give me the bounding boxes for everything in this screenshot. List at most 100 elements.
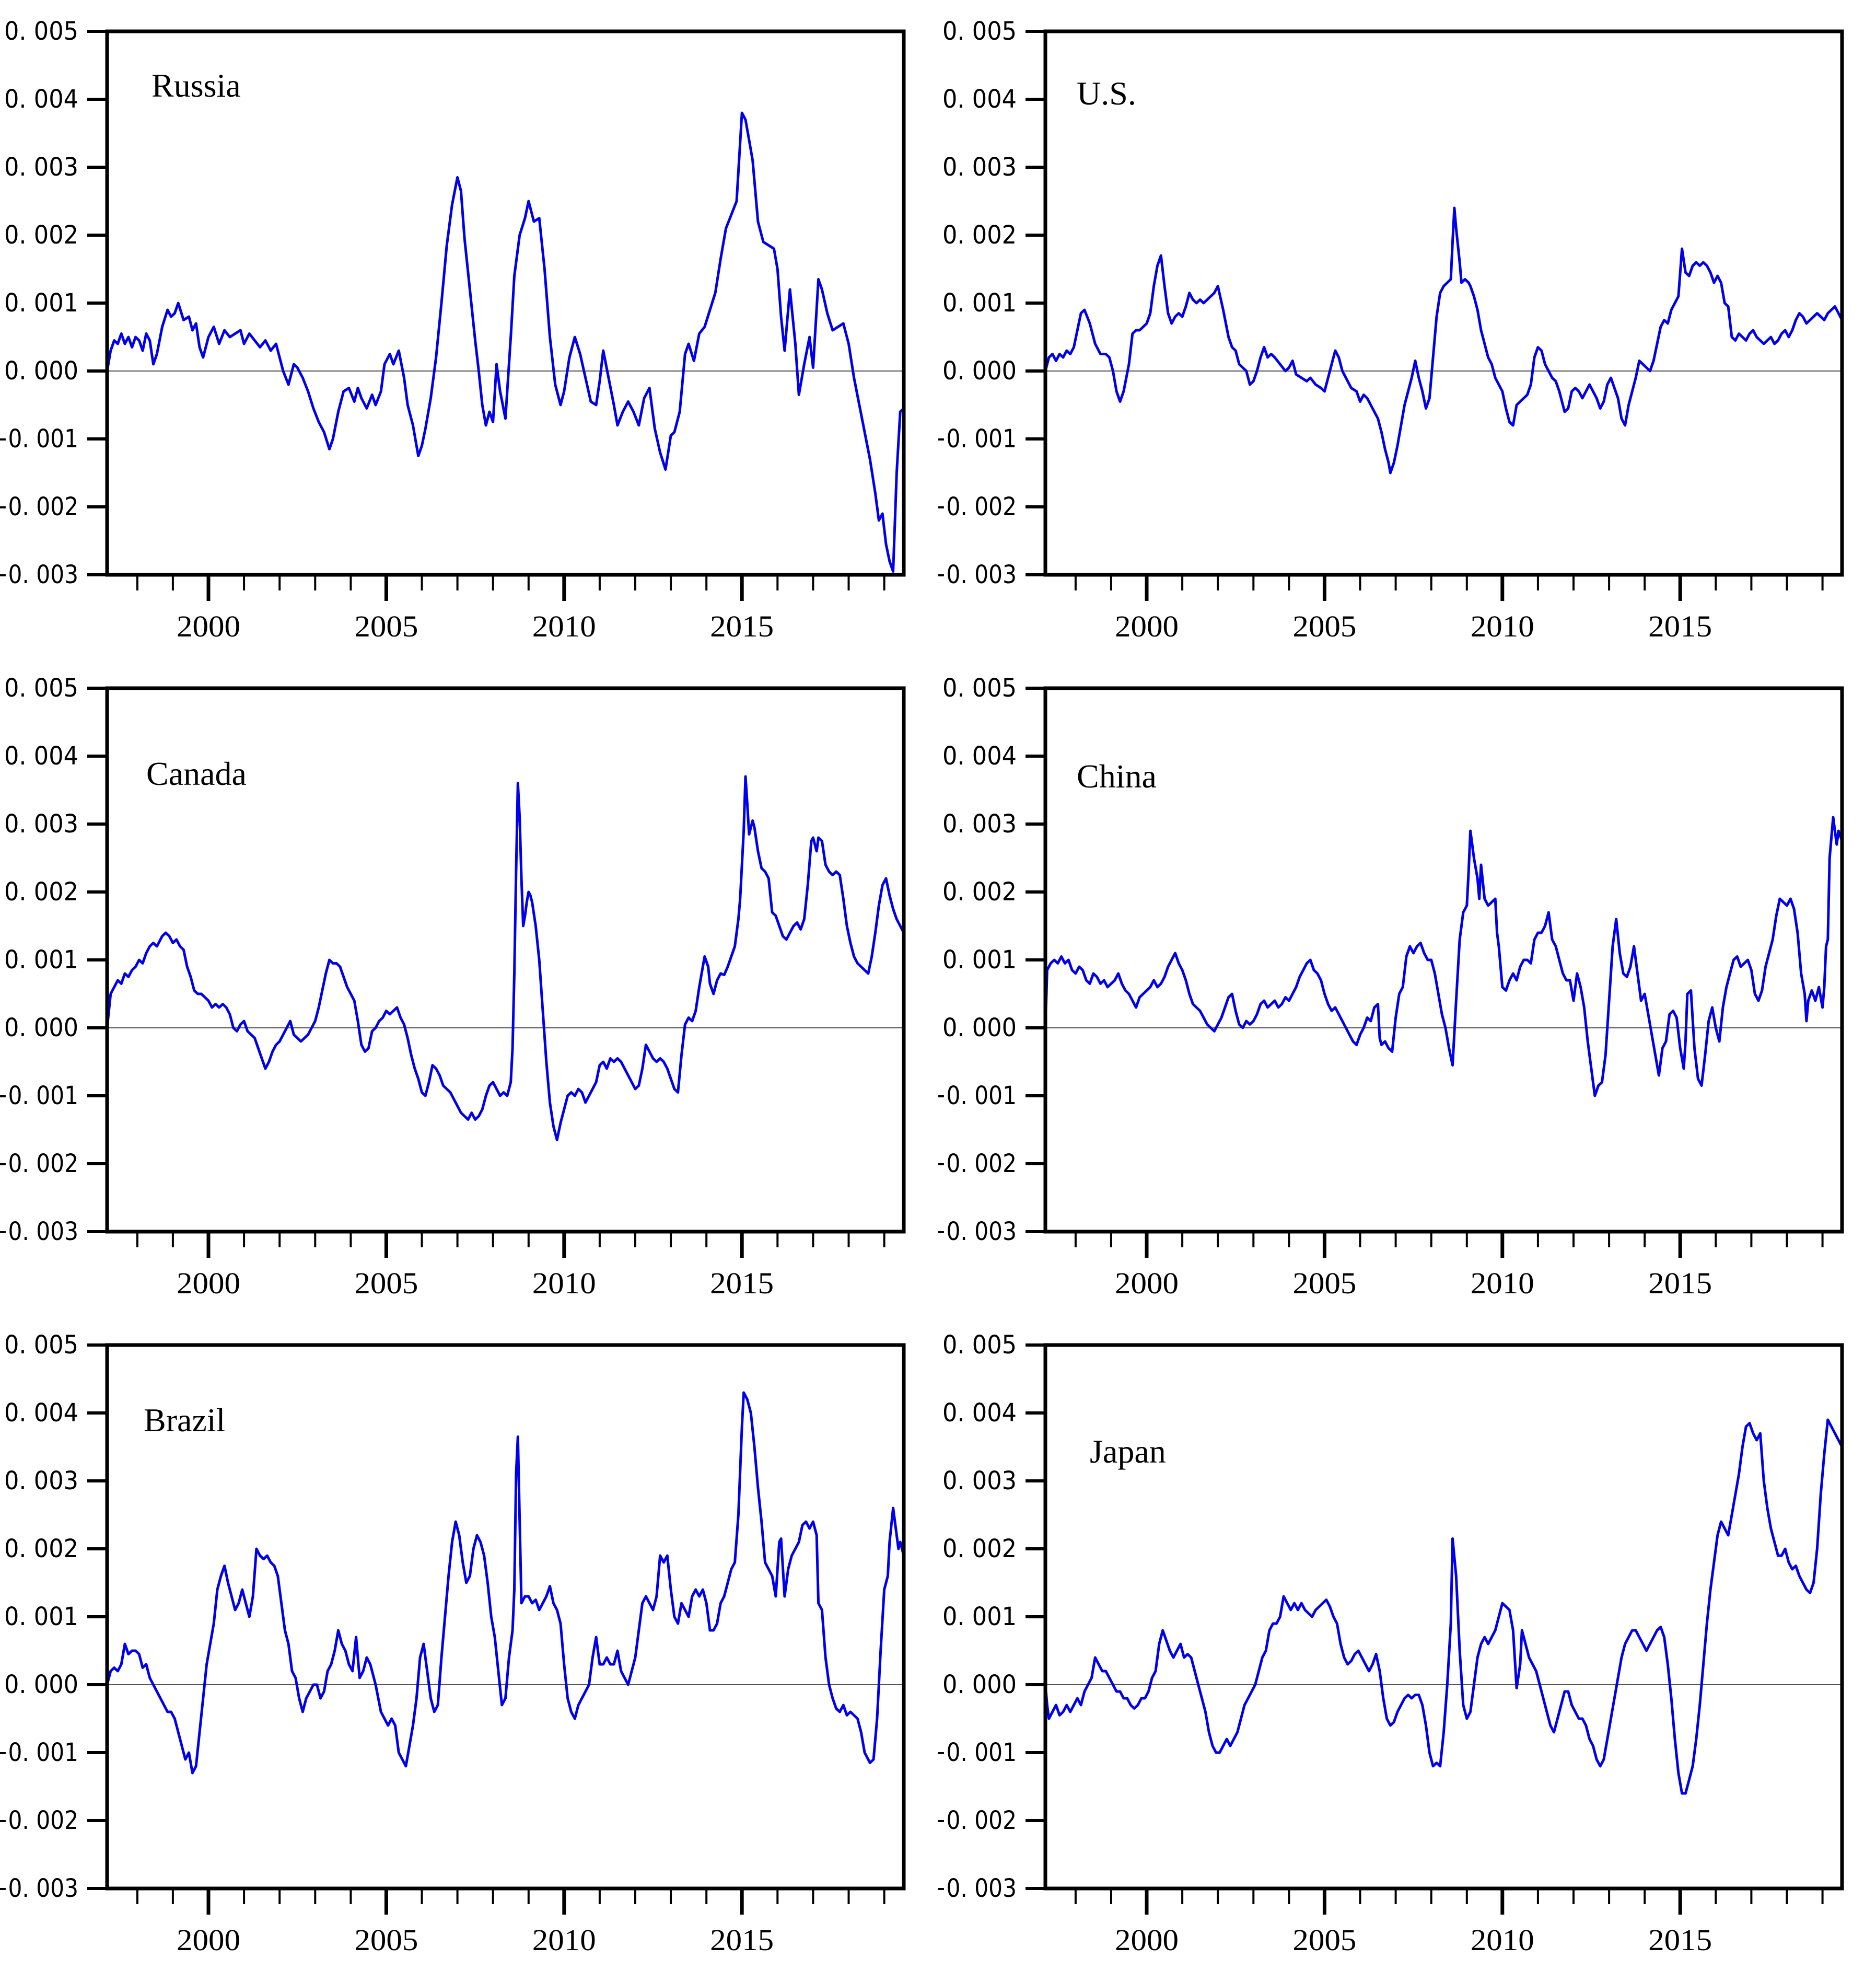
y-tick-label: −0. 001 <box>938 1081 1017 1110</box>
x-tick-label: 2010 <box>532 1923 596 1957</box>
plot-frame <box>1043 1343 1844 1891</box>
y-tick-label: 0. 001 <box>942 288 1017 318</box>
y-tick-label: 0. 004 <box>4 1398 78 1428</box>
x-tick-label: 2010 <box>1471 609 1534 643</box>
chart-canvas-japan: 0. 005 0. 004 0. 003 0. 002 0. 001 0. 000 −0. … <box>938 1330 1844 1957</box>
series-line-canada <box>106 775 905 1141</box>
y-tick-label: −0. 002 <box>0 1149 78 1178</box>
y-tick-label: 0. 000 <box>4 1670 78 1699</box>
y-tick-label: 0. 001 <box>4 945 78 975</box>
y-tick-label: 0. 005 <box>4 1330 78 1360</box>
x-tick-label: 2000 <box>1115 1266 1179 1300</box>
chart-panel-brazil: 0. 005 0. 004 0. 003 0. 002 0. 001 0. 000 −0. … <box>0 1314 938 1970</box>
plot-frame <box>1043 29 1844 577</box>
plot-frame <box>1043 686 1844 1234</box>
y-tick-label: 0. 000 <box>942 1013 1017 1042</box>
y-tick-label: 0. 001 <box>942 945 1017 975</box>
chart-title: Japan <box>1090 1433 1166 1470</box>
y-tick-label: 0. 004 <box>4 85 78 114</box>
y-tick-label: 0. 003 <box>942 153 1017 182</box>
y-tick-label: −0. 002 <box>0 492 78 522</box>
x-tick-label: 2005 <box>1292 609 1356 643</box>
y-tick-label: 0. 001 <box>4 288 78 318</box>
y-tick-label: 0. 003 <box>4 1466 78 1496</box>
plot-frame <box>105 1343 906 1891</box>
y-tick-label: −0. 003 <box>0 1217 78 1246</box>
y-tick-label: 0. 004 <box>942 85 1017 114</box>
chart-panel-canada: 0. 005 0. 004 0. 003 0. 002 0. 001 0. 000 −0. … <box>0 657 938 1313</box>
y-tick-label: 0. 003 <box>4 809 78 839</box>
y-tick-label: −0. 001 <box>938 424 1017 454</box>
chart-panel-china: 0. 005 0. 004 0. 003 0. 002 0. 001 0. 000 −0. … <box>938 657 1876 1313</box>
y-tick-label: −0. 001 <box>0 424 78 454</box>
y-tick-label: −0. 003 <box>0 1874 78 1903</box>
y-tick-label: −0. 003 <box>938 1217 1017 1246</box>
chart-title: Canada <box>146 755 247 792</box>
x-tick-label: 2015 <box>1648 1266 1712 1300</box>
y-tick-label: 0. 002 <box>942 877 1017 907</box>
chart-canvas-canada: 0. 005 0. 004 0. 003 0. 002 0. 001 0. 000 −0. … <box>0 674 906 1300</box>
x-tick-label: 2010 <box>1471 1266 1534 1300</box>
x-tick-label: 2005 <box>1292 1266 1356 1300</box>
y-tick-label: 0. 005 <box>4 674 78 703</box>
y-tick-label: 0. 004 <box>942 1398 1017 1428</box>
chart-title: China <box>1077 758 1157 795</box>
y-tick-label: 0. 004 <box>942 741 1017 771</box>
y-tick-label: −0. 002 <box>938 1149 1017 1178</box>
y-tick-label: 0. 002 <box>942 1534 1017 1563</box>
x-tick-label: 2015 <box>710 609 774 643</box>
y-tick-label: 0. 004 <box>4 741 78 771</box>
y-tick-label: −0. 002 <box>938 1806 1017 1835</box>
chart-canvas-us: 0. 005 0. 004 0. 003 0. 002 0. 001 0. 000 −0. … <box>938 17 1844 643</box>
x-tick-label: 2005 <box>354 609 418 643</box>
y-tick-label: −0. 002 <box>938 492 1017 522</box>
chart-canvas-russia: 0. 005 0. 004 0. 003 0. 002 0. 001 0. 000 −0. … <box>0 17 906 643</box>
series-line-russia <box>106 111 905 573</box>
y-tick-label: 0. 000 <box>4 1013 78 1042</box>
y-tick-label: 0. 003 <box>4 153 78 182</box>
chart-title: U.S. <box>1077 75 1136 112</box>
y-tick-label: −0. 003 <box>938 1874 1017 1903</box>
y-tick-label: 0. 001 <box>4 1602 78 1631</box>
x-tick-label: 2000 <box>1115 609 1179 643</box>
chart-title: Brazil <box>144 1401 225 1439</box>
x-tick-label: 2010 <box>532 1266 596 1300</box>
x-tick-label: 2000 <box>177 1266 240 1300</box>
y-tick-label: 0. 002 <box>4 877 78 907</box>
y-tick-label: 0. 001 <box>942 1602 1017 1631</box>
series-line-brazil <box>106 1391 905 1775</box>
x-tick-label: 2010 <box>532 609 596 643</box>
y-tick-label: 0. 000 <box>942 356 1017 386</box>
x-tick-label: 2000 <box>1115 1923 1179 1957</box>
x-tick-label: 2005 <box>354 1266 418 1300</box>
x-tick-label: 2000 <box>177 1923 240 1957</box>
y-tick-label: −0. 003 <box>0 560 78 589</box>
y-tick-label: 0. 003 <box>942 1466 1017 1496</box>
y-tick-label: 0. 000 <box>4 356 78 386</box>
series-line-china <box>1044 816 1844 1097</box>
x-tick-label: 2005 <box>1292 1923 1356 1957</box>
y-tick-label: 0. 000 <box>942 1670 1017 1699</box>
x-tick-label: 2005 <box>354 1923 418 1957</box>
y-tick-label: 0. 005 <box>942 17 1017 46</box>
y-tick-label: 0. 002 <box>942 221 1017 250</box>
y-tick-label: −0. 002 <box>0 1806 78 1835</box>
x-tick-label: 2000 <box>177 609 240 643</box>
y-tick-label: −0. 001 <box>0 1738 78 1767</box>
series-line-us <box>1044 206 1844 474</box>
y-tick-label: 0. 002 <box>4 1534 78 1563</box>
y-tick-label: −0. 001 <box>938 1738 1017 1767</box>
chart-canvas-china: 0. 005 0. 004 0. 003 0. 002 0. 001 0. 000 −0. … <box>938 674 1844 1300</box>
y-tick-label: 0. 005 <box>4 17 78 46</box>
chart-panel-russia: 0. 005 0. 004 0. 003 0. 002 0. 001 0. 000 −0. … <box>0 0 938 656</box>
x-tick-label: 2015 <box>1648 609 1712 643</box>
chart-panel-japan: 0. 005 0. 004 0. 003 0. 002 0. 001 0. 000 −0. … <box>938 1314 1876 1970</box>
y-tick-label: 0. 005 <box>942 1330 1017 1360</box>
x-tick-label: 2015 <box>710 1923 774 1957</box>
chart-title: Russia <box>152 67 241 104</box>
chart-panel-us: 0. 005 0. 004 0. 003 0. 002 0. 001 0. 000 −0. … <box>938 0 1876 656</box>
y-tick-label: 0. 002 <box>4 221 78 250</box>
y-tick-label: 0. 005 <box>942 674 1017 703</box>
series-line-japan <box>1044 1418 1844 1795</box>
